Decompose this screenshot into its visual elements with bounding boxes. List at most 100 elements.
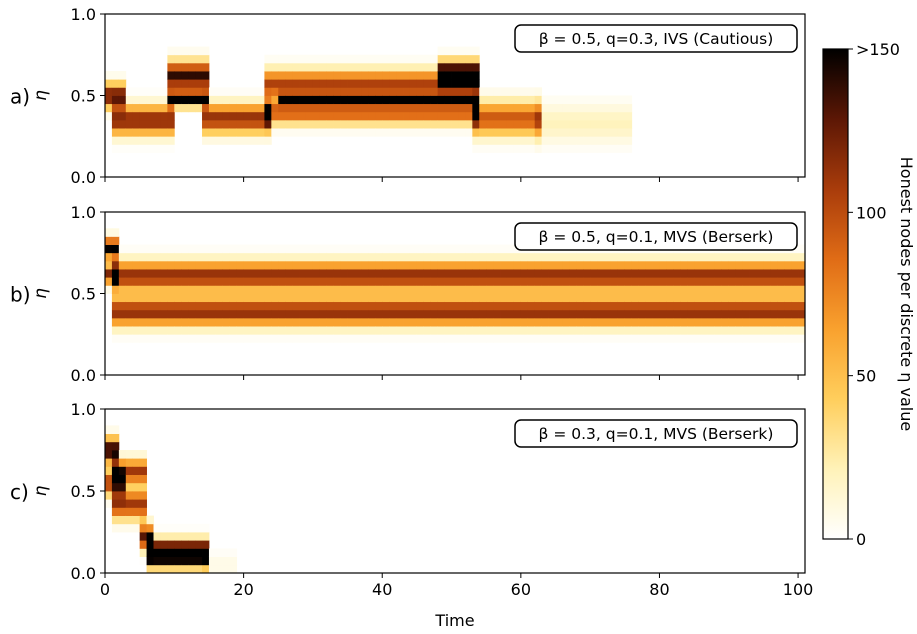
heatmap-cell [555, 285, 563, 294]
heatmap-cell [208, 309, 217, 319]
heatmap-cell [292, 62, 300, 72]
heatmap-cell [742, 293, 750, 303]
heatmap-cell [195, 564, 203, 574]
heatmap-cell [292, 54, 300, 64]
heatmap-cell [305, 285, 314, 294]
heatmap-cell [236, 111, 245, 121]
heatmap-cell [202, 244, 210, 254]
heatmap-cell [735, 334, 744, 343]
heatmap-cell [534, 103, 543, 113]
heatmap-cell [340, 119, 348, 129]
heatmap-cell [694, 285, 702, 294]
heatmap-cell [513, 87, 522, 96]
heatmap-cell [555, 334, 563, 343]
heatmap-cell [465, 317, 473, 327]
heatmap-cell [423, 301, 432, 311]
heatmap-cell [513, 128, 522, 137]
heatmap-cell [389, 111, 397, 121]
heatmap-cell [347, 71, 355, 80]
heatmap-cell [645, 269, 653, 278]
heatmap-cell [139, 491, 147, 500]
heatmap-cell [292, 95, 300, 105]
heatmap-cell [208, 556, 217, 566]
heatmap-cell [701, 301, 709, 311]
heatmap-cell [208, 293, 217, 303]
heatmap-cell [118, 119, 127, 129]
heatmap-cell [271, 71, 279, 80]
heatmap-cell [576, 326, 584, 335]
heatmap-cell [139, 466, 147, 475]
heatmap-cell [590, 111, 598, 121]
heatmap-cell [375, 260, 383, 270]
heatmap-cell [617, 277, 626, 286]
heatmap-cell [500, 103, 508, 113]
heatmap-cell [645, 334, 653, 343]
heatmap-cell [721, 277, 730, 286]
heatmap-cell [666, 317, 674, 327]
heatmap-cell [437, 87, 445, 96]
heatmap-cell [638, 293, 646, 303]
heatmap-cell [403, 301, 411, 311]
heatmap-cell [486, 252, 494, 262]
heatmap-cell [153, 252, 161, 262]
heatmap-cell [188, 540, 196, 549]
heatmap-cell [707, 285, 716, 294]
heatmap-cell [167, 301, 175, 311]
heatmap-cell [132, 119, 141, 129]
heatmap-cell [368, 128, 376, 137]
heatmap-cell [264, 87, 272, 96]
heatmap-cell [458, 119, 466, 129]
heatmap-cell [375, 128, 383, 137]
heatmap-cell [645, 252, 653, 262]
heatmap-cell [333, 252, 342, 262]
heatmap-cell [576, 111, 584, 121]
heatmap-cell [208, 252, 217, 262]
heatmap-cell [347, 54, 355, 64]
heatmap-cell [416, 111, 425, 121]
heatmap-cell [500, 334, 508, 343]
heatmap-cell [486, 309, 494, 319]
heatmap-cell [222, 293, 231, 303]
heatmap-cell [160, 293, 168, 303]
heatmap-cell [202, 317, 210, 327]
heatmap-cell [202, 79, 210, 88]
heatmap-cell [243, 252, 251, 262]
heatmap-cell [375, 317, 383, 327]
heatmap-cell [271, 277, 279, 286]
heatmap-cell [403, 103, 411, 113]
heatmap-cell [513, 111, 522, 121]
heatmap-cell [451, 46, 459, 56]
heatmap-cell [513, 252, 522, 262]
heatmap-cell [340, 293, 348, 303]
heatmap-cell [382, 79, 390, 88]
heatmap-cell [160, 95, 168, 105]
heatmap-cell [493, 260, 501, 270]
heatmap-cell [146, 309, 154, 319]
heatmap-cell [299, 260, 307, 270]
heatmap-cell [458, 79, 466, 88]
heatmap-cell [562, 103, 570, 113]
heatmap-cell [694, 269, 702, 278]
heatmap-cell [146, 111, 154, 121]
heatmap-cell [285, 285, 293, 294]
heatmap-cell [500, 144, 508, 153]
heatmap-cell [479, 119, 487, 129]
heatmap-cell [735, 285, 744, 294]
heatmap-cell [222, 136, 231, 145]
heatmap-cell [354, 54, 362, 64]
heatmap-cell [118, 285, 127, 294]
heatmap-cell [257, 301, 265, 311]
heatmap-cell [174, 95, 182, 105]
heatmap-cell [555, 301, 563, 311]
heatmap-cell [264, 103, 272, 113]
heatmap-cell [319, 79, 328, 88]
heatmap-cell [555, 309, 563, 319]
heatmap-cell [181, 540, 189, 549]
heatmap-cell [188, 252, 196, 262]
heatmap-cell [506, 252, 515, 262]
heatmap-cell [333, 103, 342, 113]
heatmap-cell [125, 269, 134, 278]
heatmap-cell [714, 317, 723, 327]
heatmap-cell [305, 119, 314, 129]
heatmap-cell [174, 54, 182, 64]
